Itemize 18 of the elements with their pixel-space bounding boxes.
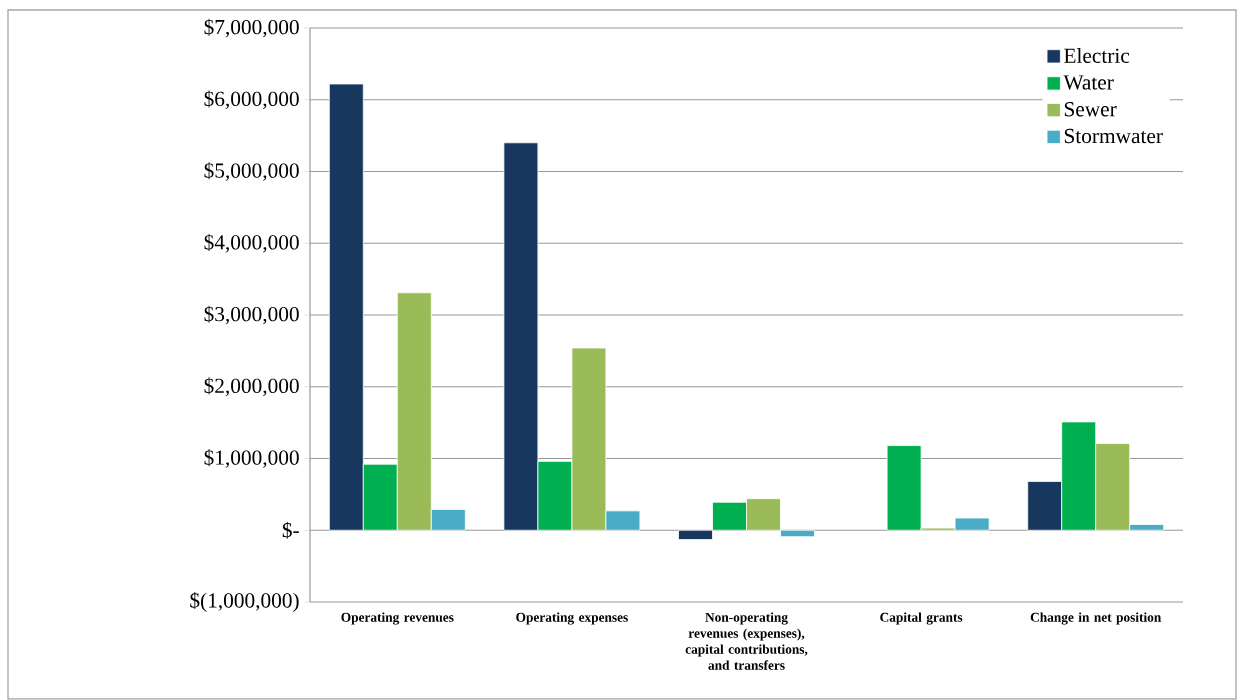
y-tick-label: $(1,000,000) bbox=[190, 592, 299, 613]
x-tick-label: Capital grants bbox=[880, 612, 963, 625]
y-tick-label: $3,000,000 bbox=[204, 305, 299, 325]
y-tick-label: $5,000,000 bbox=[204, 162, 299, 182]
x-tick-label: Operating revenues bbox=[341, 612, 454, 625]
y-tick-label: $- bbox=[282, 521, 299, 539]
y-tick-label: $4,000,000 bbox=[204, 234, 299, 253]
y-tick-label: $2,000,000 bbox=[204, 377, 299, 397]
y-tick-label: $7,000,000 bbox=[204, 18, 299, 38]
legend-label: Electric bbox=[1064, 48, 1130, 64]
x-tick-label: Non-operating revenues (expenses), capital contributions, and transfers bbox=[685, 612, 808, 670]
legend-label: Sewer bbox=[1064, 102, 1117, 117]
y-tick-label: $1,000,000 bbox=[204, 449, 299, 469]
x-tick-label: Operating expenses bbox=[516, 612, 628, 625]
legend-label: Water bbox=[1063, 75, 1114, 90]
y-tick-label: $6,000,000 bbox=[204, 90, 299, 110]
legend-label: Stormwater bbox=[1064, 129, 1163, 144]
x-tick-label: Change in net position bbox=[1030, 612, 1162, 625]
